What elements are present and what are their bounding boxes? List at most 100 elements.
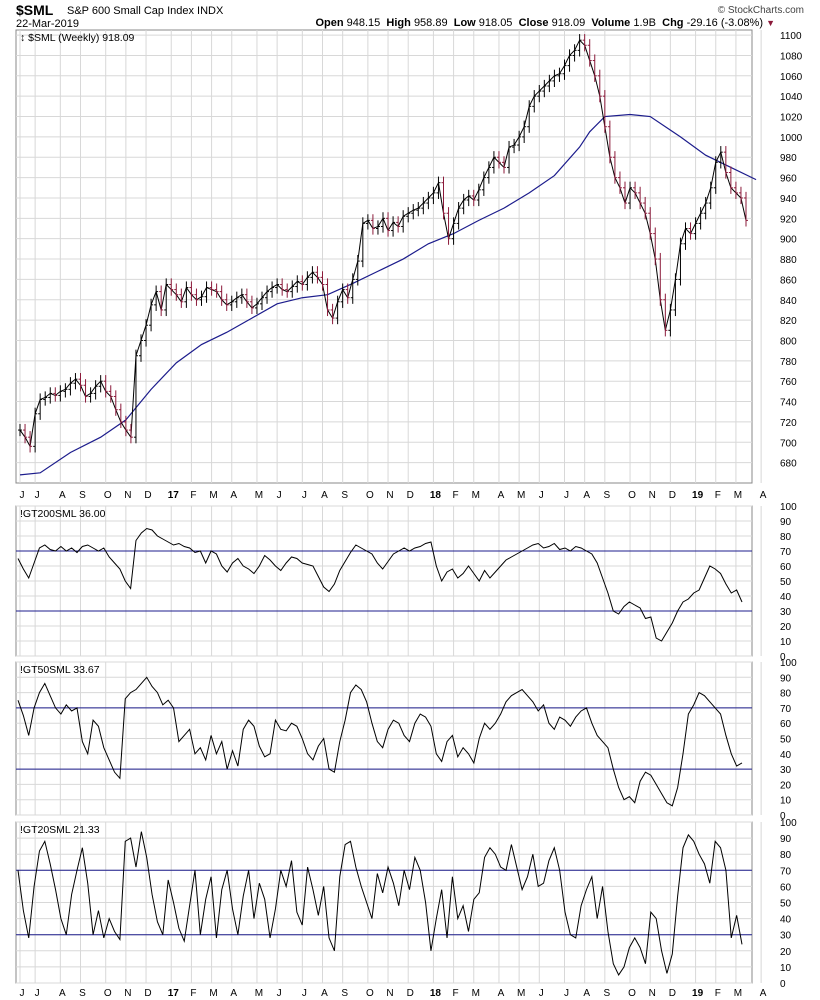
ohlc-bar <box>350 273 355 304</box>
ohlc-bar <box>88 387 93 403</box>
index-name: S&P 600 Small Cap Index INDX <box>67 5 223 17</box>
breadth-line <box>17 676 743 807</box>
y-tick-label: 10 <box>780 796 792 807</box>
ohlc-bar <box>431 186 436 205</box>
ohlc-bar <box>128 423 133 444</box>
ohlc-bar <box>149 298 154 332</box>
x-tick-label: M <box>517 490 525 501</box>
x-tick-label: A <box>59 490 66 501</box>
y-tick-label: 720 <box>780 418 797 429</box>
ohlc-bar <box>18 423 22 437</box>
ohlc-bar <box>491 151 496 174</box>
ohlc-bar <box>139 334 143 362</box>
x-tick-label: A <box>583 988 590 999</box>
ohlc-bar <box>547 74 552 93</box>
ohlc-bar <box>557 67 562 82</box>
ohlc-bar <box>496 151 501 169</box>
x-tick-label: A <box>498 490 505 501</box>
x-tick-label: J <box>302 988 307 999</box>
panel-frame <box>15 29 753 484</box>
x-tick-label: S <box>603 988 610 999</box>
ohlc-bar <box>83 379 88 403</box>
x-tick-label: M <box>472 490 480 501</box>
x-tick-label: J <box>20 490 25 501</box>
y-tick-label: 680 <box>780 459 797 470</box>
ohlc-bar <box>244 288 249 308</box>
open-value: 948.15 <box>346 17 381 29</box>
y-tick-label: 60 <box>780 562 792 573</box>
ohlc-bar <box>365 214 370 230</box>
ohlc-bar <box>249 295 254 315</box>
ohlc-bar <box>416 202 421 217</box>
x-tick-label: J <box>35 988 40 999</box>
ohlc-bar <box>234 291 239 308</box>
x-tick-label: S <box>341 490 348 501</box>
x-tick-label: O <box>628 988 636 999</box>
ohlc-bar <box>396 216 401 233</box>
ohlc-bar <box>744 191 748 227</box>
panel-label: !GT200SML 36.00 <box>20 508 106 520</box>
ohlc-bar <box>401 210 406 233</box>
ohlc-bar <box>199 290 204 306</box>
ohlc-bar <box>315 266 320 284</box>
ohlc-bar <box>48 387 53 404</box>
x-tick-label: A <box>230 988 237 999</box>
ohlc-bar <box>512 138 517 154</box>
ohlc-bar <box>537 84 542 103</box>
ohlc-bar <box>386 212 391 237</box>
ohlc-bar <box>703 196 708 220</box>
panel-3: 0 10 20 30 40 50 60 70 80 90 100 !GT50SML 33.67 <box>15 658 797 822</box>
y-tick-label: 80 <box>780 850 792 861</box>
ohlc-bar <box>78 373 83 392</box>
ohlc-bar <box>98 375 103 393</box>
y-tick-label: 920 <box>780 214 797 225</box>
x-tick-label: 19 <box>692 988 704 999</box>
ohlc-bar <box>683 222 688 250</box>
ohlc-bar <box>648 207 653 240</box>
y-tick-label: 700 <box>780 438 797 449</box>
x-tick-label: F <box>190 490 196 501</box>
y-tick-label: 0 <box>780 811 786 822</box>
ohlc-bar <box>426 191 431 210</box>
y-tick-label: 0 <box>780 979 786 990</box>
ohlc-bar <box>63 383 68 398</box>
ohlc-bar <box>224 293 229 311</box>
ohlc-bar <box>325 278 330 317</box>
ohlc-bar <box>133 349 138 444</box>
x-tick-label: 17 <box>168 490 180 501</box>
x-tick-label: N <box>386 988 393 999</box>
x-tick-label: D <box>669 490 676 501</box>
x-tick-label: O <box>104 988 112 999</box>
y-tick-label: 0 <box>780 652 786 663</box>
panel-label: ↕ $SML (Weekly) 918.09 <box>20 32 135 44</box>
ohlc-bar <box>58 385 63 402</box>
y-tick-label: 70 <box>780 704 792 715</box>
x-tick-label: J <box>302 490 307 501</box>
ohlc-bar <box>532 90 537 113</box>
y-tick-label: 860 <box>780 275 797 286</box>
y-tick-label: 90 <box>780 834 792 845</box>
ohlc-bar <box>229 295 234 311</box>
ohlc-bar <box>93 380 98 400</box>
y-tick-label: 10 <box>780 637 792 648</box>
panel-label: !GT20SML 21.33 <box>20 824 100 836</box>
ohlc-bar <box>658 252 663 306</box>
x-tick-label: S <box>603 490 610 501</box>
x-tick-label: J <box>564 490 569 501</box>
x-tick-label: J <box>277 988 282 999</box>
x-tick-label: J <box>20 988 25 999</box>
x-tick-label: N <box>124 988 131 999</box>
ohlc-bar <box>517 130 522 152</box>
y-tick-label: 50 <box>780 899 792 910</box>
ohlc-bar <box>154 285 159 311</box>
ohlc-bar <box>542 79 547 98</box>
ohlc-bar <box>713 156 718 194</box>
ohlc-bar <box>562 59 567 80</box>
breadth-line <box>17 831 743 976</box>
x-tick-label: S <box>79 988 86 999</box>
ohlc-bar <box>582 34 587 52</box>
x-tick-label: F <box>715 490 721 501</box>
quote-summary: Open 948.15 High 958.89 Low 918.05 Close… <box>315 17 775 29</box>
y-tick-label: 70 <box>780 866 792 877</box>
